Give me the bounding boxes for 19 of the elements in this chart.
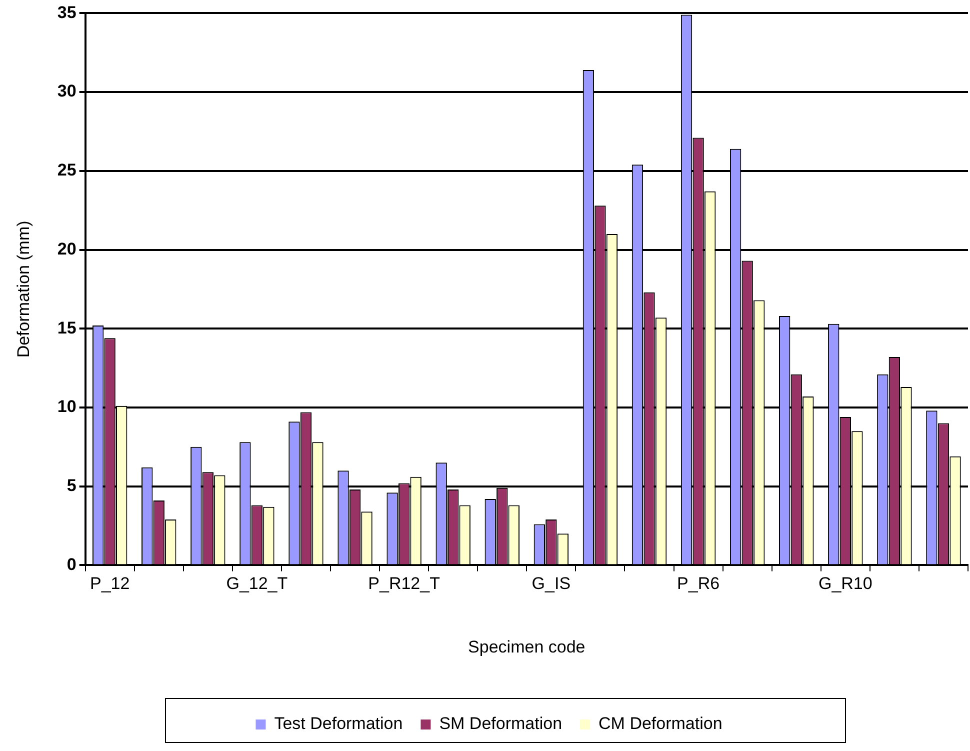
legend-label: Test Deformation [274,714,403,734]
y-tick-label: 15 [57,318,76,338]
y-tick-label: 35 [57,2,76,22]
y-tick-label: 20 [57,239,76,258]
x-tick-label: G_IS [532,574,571,594]
x-axis-title: Specimen code [468,637,586,656]
y-tick-label: 25 [57,160,76,180]
y-tick-label: 10 [57,397,76,416]
y-tick-label: 0 [66,554,76,574]
y-tick-label: 5 [66,476,76,496]
x-tick-label: P_12 [90,574,130,594]
legend-label: SM Deformation [439,714,562,734]
y-tick-label: 30 [57,82,76,101]
legend-label: CM Deformation [598,714,722,734]
x-tick-label: P_R6 [677,574,720,594]
x-tick-label: P_R12_T [368,574,440,594]
y-axis-title: Deformation (mm) [14,220,33,358]
x-tick-label: G_R10 [818,574,872,594]
x-tick-label: G_12_T [226,574,288,594]
